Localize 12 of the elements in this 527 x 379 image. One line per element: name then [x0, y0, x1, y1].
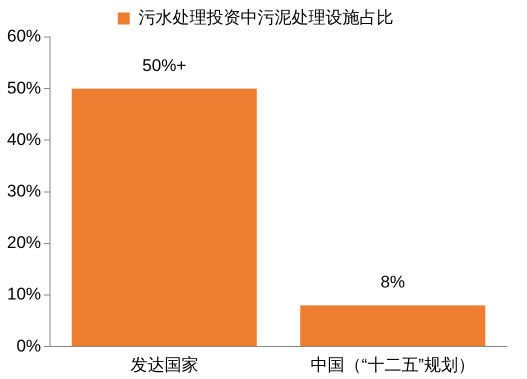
y-tick-label: 20%	[6, 233, 42, 252]
y-tick-label: 50%	[6, 78, 42, 98]
x-tick-label: 中国（“十二五”规划）	[310, 355, 475, 374]
y-tick-label: 0%	[16, 336, 42, 356]
y-tick-label: 30%	[6, 181, 42, 200]
y-tick-label: 40%	[6, 130, 42, 149]
data-label: 8%	[380, 272, 406, 292]
legend-label: 污水处理投资中污泥处理设施占比	[138, 8, 394, 28]
y-tick-label: 60%	[6, 26, 42, 46]
y-tick-label: 10%	[6, 284, 42, 304]
data-label: 50%+	[142, 56, 186, 75]
x-tick-label: 发达国家	[130, 355, 198, 374]
